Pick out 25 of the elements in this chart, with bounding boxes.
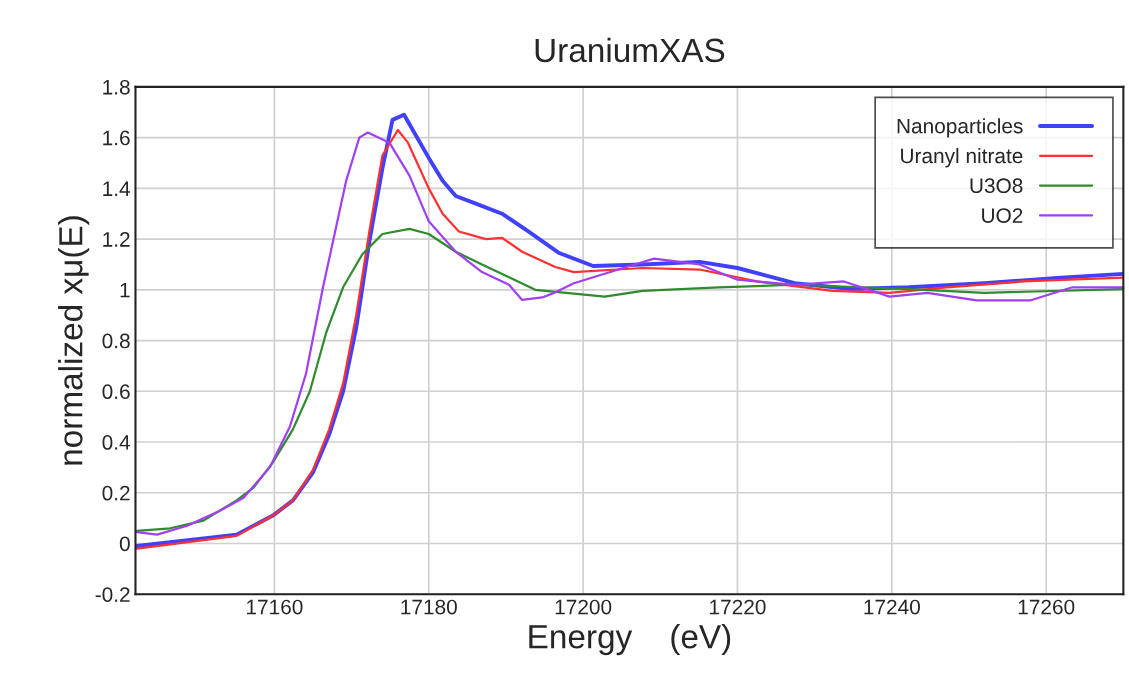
y-tick-label: 1.2 (103, 232, 130, 247)
x-axis-title: Energy (eV) (529, 624, 731, 656)
y-tick-label: 0.4 (102, 435, 131, 450)
y-axis-title: normalized xμ(E) (58, 216, 90, 465)
y-tick-label: 1.6 (103, 130, 130, 146)
x-tick-label: 17160 (247, 599, 303, 615)
y-tick-label: 0 (119, 536, 130, 552)
x-tick-label: 17220 (710, 599, 766, 615)
x-tick-label: 17180 (401, 599, 457, 615)
legend-label: UO2 (982, 208, 1023, 223)
x-tick-label: 17240 (864, 599, 920, 615)
legend-label: Nanoparticles (897, 118, 1023, 138)
y-tick-label: 0.6 (102, 384, 130, 400)
y-tick-label: 1.8 (103, 79, 130, 95)
x-tick-label: 17260 (1018, 599, 1075, 615)
legend-label: U3O8 (970, 178, 1023, 194)
y-tick-label: 0.8 (102, 333, 130, 349)
y-tick-label: -0.2 (95, 587, 130, 602)
line-series (135, 227, 1124, 532)
chart-title: UraniumXAS (535, 37, 725, 63)
x-tick-label: 17200 (555, 599, 612, 615)
legend-label: Uranyl nitrate (901, 147, 1023, 168)
y-tick-label: 0.2 (102, 485, 130, 501)
y-tick-label: 1.4 (103, 181, 131, 196)
y-tick-label: 1 (120, 283, 130, 298)
